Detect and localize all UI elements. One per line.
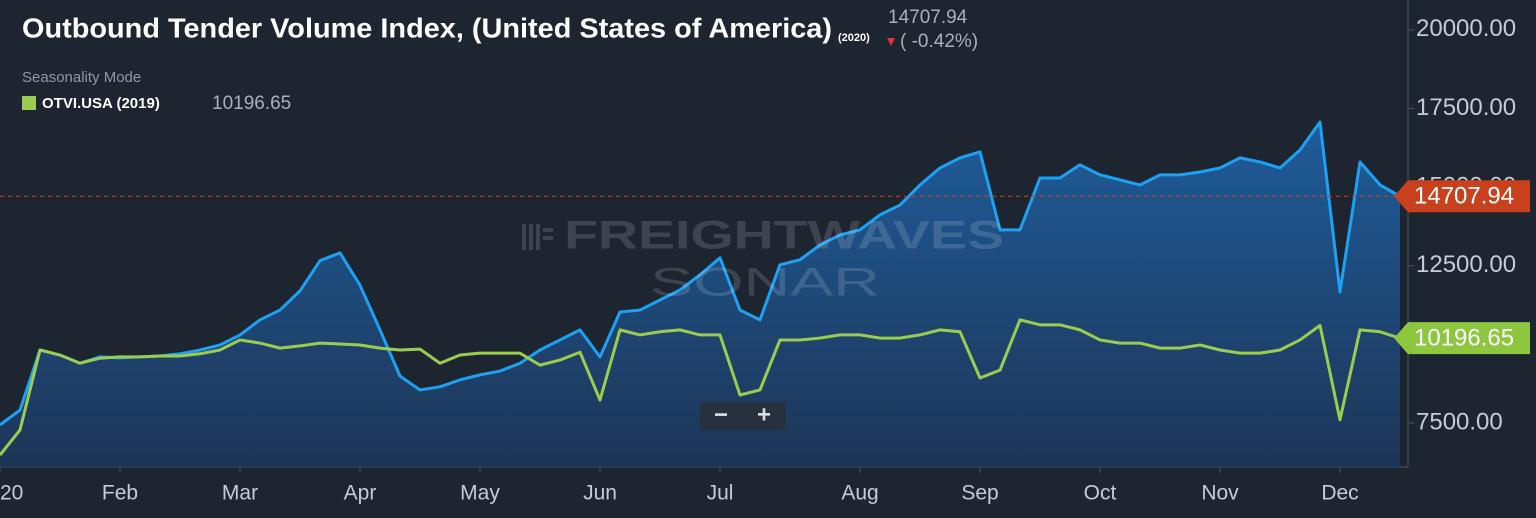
x-tick-label: Feb xyxy=(102,482,138,505)
x-tick-label: Apr xyxy=(344,482,377,505)
down-arrow xyxy=(887,38,895,46)
zoom-out[interactable]: − xyxy=(714,401,728,428)
line xyxy=(0,318,1401,456)
x-tick-label: Nov xyxy=(1201,482,1239,505)
chart-title: Outbound Tender Volume Index, (United St… xyxy=(22,12,832,43)
legend-value: 10196.65 xyxy=(212,93,291,114)
y-tick-label: 17500.00 xyxy=(1416,94,1516,121)
last-value-label: 10196.65 xyxy=(1414,325,1514,352)
zoom-bar xyxy=(700,402,786,430)
plot-area xyxy=(0,0,1414,473)
x-tick-label: May xyxy=(460,482,500,505)
watermark-text: SONAR xyxy=(650,261,880,305)
legend-label[interactable]: OTVI.USA (2019) xyxy=(42,95,160,112)
last-value-label: 14707.94 xyxy=(1414,183,1514,210)
zoom-controls: − + xyxy=(700,401,786,430)
x-tick-label: 20 xyxy=(0,482,23,505)
y-tick-label: 7500.00 xyxy=(1416,408,1503,435)
zoom-in[interactable]: + xyxy=(757,401,771,428)
y-tick-label: 12500.00 xyxy=(1416,251,1516,278)
x-tick-label: Aug xyxy=(841,482,878,505)
header-value: 14707.94 xyxy=(888,7,968,28)
legend-swatch xyxy=(22,96,36,110)
last-value-tag xyxy=(1394,322,1530,355)
y-tick-label: 20000.00 xyxy=(1416,15,1516,42)
watermark-text: FREIGHTWAVES xyxy=(564,214,1004,258)
area xyxy=(0,122,1400,467)
watermark: FREIGHTWAVES SONAR xyxy=(522,214,1004,305)
x-tick-label: Mar xyxy=(222,482,258,505)
x-tick-label: Sep xyxy=(961,482,998,505)
line xyxy=(0,120,1401,427)
mode-label: Seasonality Mode xyxy=(22,69,141,86)
x-tick-label: Jun xyxy=(583,482,617,505)
x-tick-label: Jul xyxy=(707,482,734,505)
x-tick-label: Oct xyxy=(1084,482,1117,505)
last-value-tag xyxy=(1394,180,1530,213)
header-change: ( -0.42%) xyxy=(900,31,978,52)
title-suffix: (2020) xyxy=(838,32,870,44)
x-tick-label: Dec xyxy=(1321,482,1358,505)
